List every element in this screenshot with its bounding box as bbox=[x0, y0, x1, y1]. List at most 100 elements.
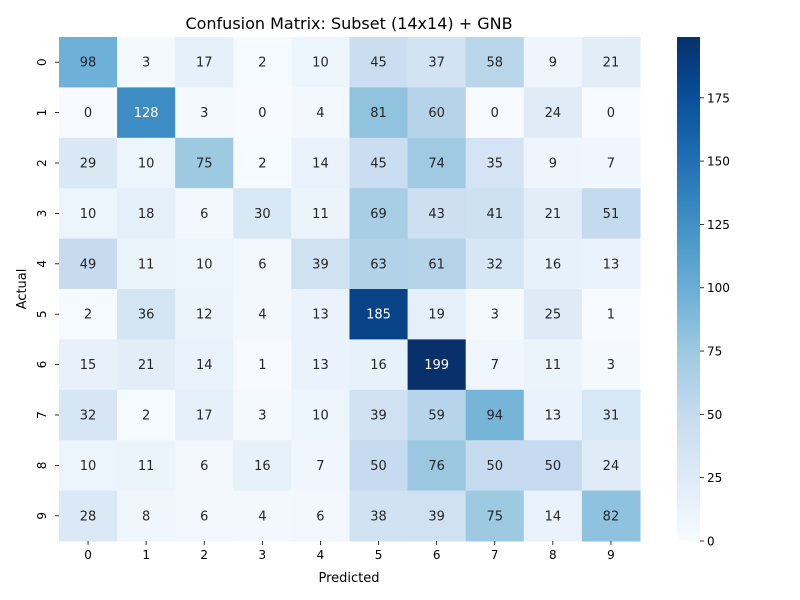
cell-value-label: 21 bbox=[138, 358, 155, 373]
x-tick-label: 1 bbox=[142, 548, 150, 562]
cell-value-label: 8 bbox=[142, 509, 150, 524]
cell-value-label: 10 bbox=[80, 459, 97, 474]
cell-value-label: 17 bbox=[196, 409, 213, 424]
heatmap-cell bbox=[175, 389, 234, 441]
colorbar-tick-label: 175 bbox=[707, 91, 730, 105]
cell-value-label: 1 bbox=[258, 358, 266, 373]
heatmap-cell bbox=[117, 389, 176, 441]
cell-value-label: 3 bbox=[607, 358, 615, 373]
heatmap-cell bbox=[407, 440, 467, 492]
cell-value-label: 2 bbox=[142, 409, 150, 424]
cell-value-label: 18 bbox=[138, 207, 155, 222]
heatmap-cell bbox=[581, 289, 641, 340]
cell-value-label: 9 bbox=[549, 157, 557, 172]
y-tick-label: 6 bbox=[35, 361, 49, 369]
cell-value-label: 32 bbox=[486, 257, 503, 272]
cell-value-label: 58 bbox=[486, 56, 503, 71]
cell-value-label: 199 bbox=[424, 358, 449, 373]
cell-value-label: 75 bbox=[196, 157, 213, 172]
x-tick-label: 6 bbox=[433, 548, 441, 562]
y-tick-label: 4 bbox=[35, 260, 49, 268]
cell-value-label: 2 bbox=[84, 308, 92, 323]
heatmap-cell bbox=[523, 339, 583, 391]
heatmap-cell bbox=[233, 238, 292, 290]
cell-value-label: 185 bbox=[366, 308, 391, 323]
heatmap-cell bbox=[233, 188, 292, 240]
cell-value-label: 41 bbox=[486, 207, 503, 222]
cell-value-label: 16 bbox=[254, 459, 271, 474]
colorbar: 0 25 50 75 100 125 150 175 bbox=[677, 37, 730, 549]
y-tick-label: 9 bbox=[35, 512, 49, 520]
cell-value-label: 6 bbox=[316, 509, 324, 524]
cell-value-label: 7 bbox=[491, 358, 499, 373]
heatmap-cell bbox=[407, 289, 467, 340]
cell-value-label: 0 bbox=[607, 106, 615, 121]
heatmap-cell bbox=[233, 289, 292, 340]
heatmap-cell bbox=[407, 339, 467, 391]
y-axis-label: Actual bbox=[15, 269, 30, 310]
colorbar-tick-label: 100 bbox=[707, 281, 730, 295]
heatmap-cell bbox=[523, 37, 583, 88]
heatmap-cell bbox=[581, 389, 641, 441]
cell-value-label: 10 bbox=[80, 207, 97, 222]
cell-value-label: 81 bbox=[370, 106, 387, 121]
cell-value-label: 2 bbox=[258, 157, 266, 172]
cell-value-label: 14 bbox=[545, 509, 562, 524]
heatmap-cell bbox=[291, 87, 350, 139]
y-tick-label: 1 bbox=[35, 109, 49, 117]
heatmap-cell bbox=[117, 87, 176, 139]
heatmap-cell bbox=[465, 188, 525, 240]
cell-value-label: 61 bbox=[428, 257, 445, 272]
heatmap-cell-labels: 98 3 17 2 10 45 37 58 9 210 128 3 0 4 81 60 0 24 029 10 75 2 1… bbox=[80, 56, 619, 525]
cell-value-label: 32 bbox=[80, 409, 97, 424]
colorbar-tick-label: 75 bbox=[707, 345, 722, 359]
cell-value-label: 29 bbox=[80, 157, 97, 172]
cell-value-label: 45 bbox=[370, 56, 387, 71]
cell-value-label: 6 bbox=[200, 459, 208, 474]
cell-value-label: 7 bbox=[316, 459, 324, 474]
heatmap-cell bbox=[233, 389, 292, 441]
cell-value-label: 98 bbox=[80, 56, 97, 71]
heatmap-cell bbox=[291, 490, 350, 542]
cell-value-label: 60 bbox=[428, 106, 445, 121]
heatmap-cell bbox=[59, 440, 118, 492]
cell-value-label: 0 bbox=[491, 106, 499, 121]
heatmap-cell bbox=[117, 238, 176, 290]
cell-value-label: 75 bbox=[486, 509, 503, 524]
heatmap-cell bbox=[291, 339, 350, 391]
y-tick-label: 5 bbox=[35, 310, 49, 318]
heatmap-cell bbox=[291, 188, 350, 240]
cell-value-label: 11 bbox=[138, 459, 155, 474]
heatmap-cell bbox=[117, 37, 176, 88]
heatmap-cell bbox=[581, 490, 641, 542]
cell-value-label: 94 bbox=[486, 409, 503, 424]
heatmap-cell bbox=[523, 188, 583, 240]
cell-value-label: 24 bbox=[603, 459, 620, 474]
x-tick-label: 5 bbox=[375, 548, 383, 562]
heatmap-cell bbox=[233, 137, 292, 189]
cell-value-label: 6 bbox=[200, 207, 208, 222]
heatmap-cell bbox=[523, 389, 583, 441]
cell-value-label: 14 bbox=[312, 157, 329, 172]
colorbar-tick-label: 150 bbox=[707, 155, 730, 169]
cell-value-label: 13 bbox=[603, 257, 620, 272]
heatmap-cell bbox=[465, 289, 525, 340]
cell-value-label: 74 bbox=[428, 157, 445, 172]
y-axis: 0 1 2 3 4 5 6 7 8 9 bbox=[35, 58, 59, 520]
heatmap-cell bbox=[407, 87, 467, 139]
heatmap-cell bbox=[59, 490, 118, 542]
x-axis: 0 1 2 3 4 5 6 7 8 9 bbox=[84, 541, 615, 562]
heatmap-cell bbox=[175, 440, 234, 492]
y-tick-label: 8 bbox=[35, 462, 49, 470]
cell-value-label: 12 bbox=[196, 308, 213, 323]
x-tick-label: 0 bbox=[84, 548, 92, 562]
heatmap-cell bbox=[117, 490, 176, 542]
cell-value-label: 59 bbox=[428, 409, 445, 424]
heatmap-cell bbox=[523, 238, 583, 290]
heatmap-cell bbox=[581, 339, 641, 391]
heatmap-cell bbox=[291, 37, 350, 88]
cell-value-label: 15 bbox=[80, 358, 97, 373]
cell-value-label: 25 bbox=[545, 308, 562, 323]
cell-value-label: 37 bbox=[428, 56, 445, 71]
cell-value-label: 11 bbox=[138, 257, 155, 272]
